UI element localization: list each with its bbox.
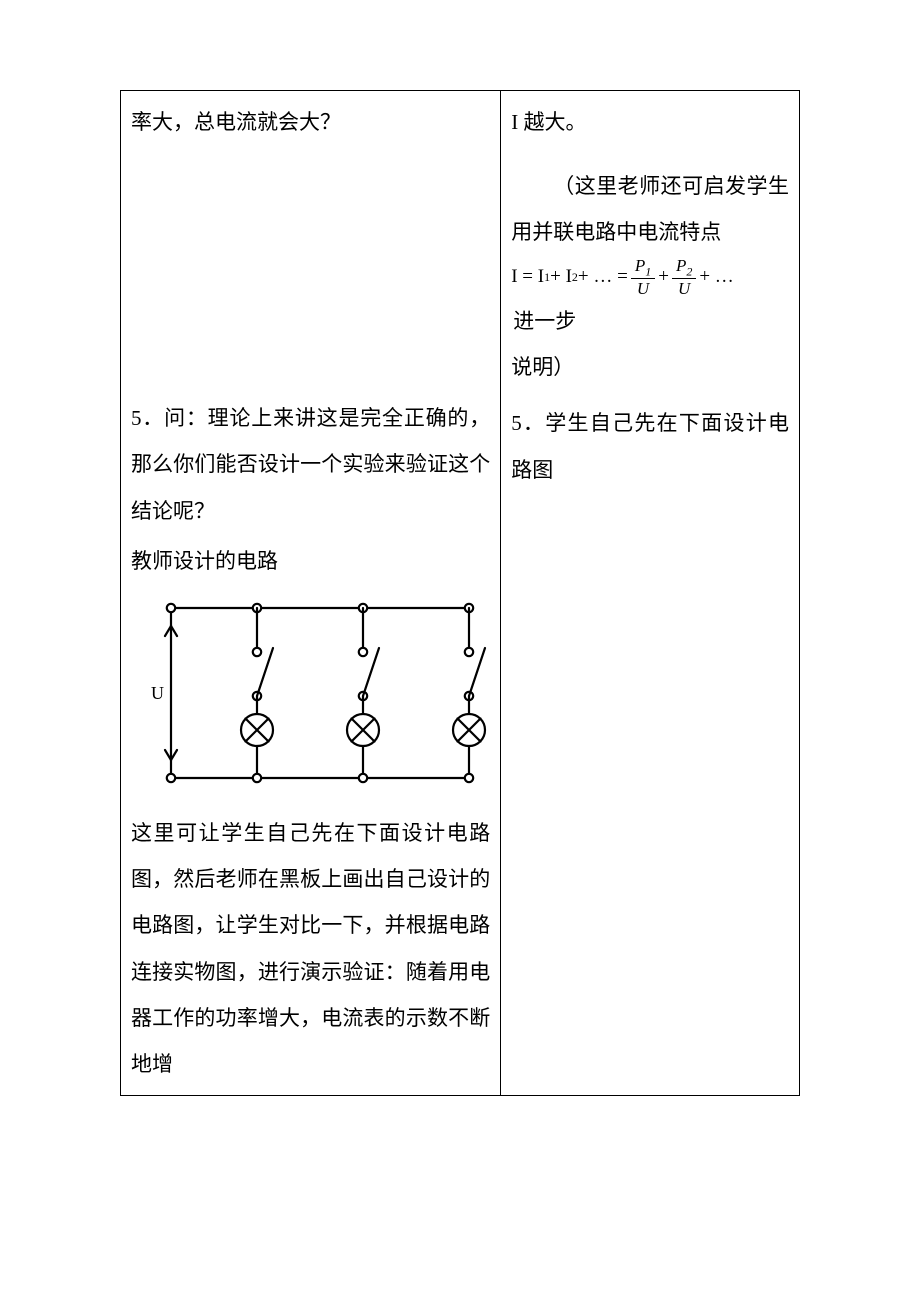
left-line1: 率大，总电流就会大？ [131, 99, 490, 145]
parallel-current-formula: I = I1 + I2 + … = P1 U + P2 U + … 进一步 [511, 256, 789, 345]
fraction-p1-u: P1 U [631, 256, 655, 298]
right-column: I 越大。 （这里老师还可启发学生用并联电路中电流特点 I = I1 + I2 … [501, 91, 800, 1096]
formula-plus3: + [658, 256, 669, 298]
teacher-circuit-label: 教师设计的电路 [131, 538, 490, 584]
left-q5: 5．问：理论上来讲这是完全正确的，那么你们能否设计一个实验来验证这个结论呢？ [131, 395, 490, 534]
fraction-p2-u: P2 U [672, 256, 696, 298]
left-column: 率大，总电流就会大？ 5．问：理论上来讲这是完全正确的，那么你们能否设计一个实验… [121, 91, 501, 1096]
circuit-diagram: U [131, 584, 490, 810]
right-item5: 5．学生自己先在下面设计电路图 [511, 400, 789, 492]
formula-plus1: + I [550, 256, 572, 298]
lesson-table: 率大，总电流就会大？ 5．问：理论上来讲这是完全正确的，那么你们能否设计一个实验… [120, 90, 800, 1096]
right-hint-close: 说明） [511, 344, 789, 390]
formula-lead: I = I [511, 256, 544, 298]
svg-text:U: U [151, 683, 164, 703]
formula-plus2: + … = [578, 256, 628, 298]
formula-plus4: + … [699, 256, 733, 298]
right-hint-open: （这里老师还可启发学生用并联电路中电流特点 [511, 163, 789, 255]
left-below: 这里可让学生自己先在下面设计电路图，然后老师在黑板上画出自己设计的电路图，让学生… [131, 810, 490, 1087]
right-line1: I 越大。 [511, 99, 789, 145]
circuit-svg: U [137, 590, 497, 800]
formula-tail: 进一步 [513, 298, 576, 344]
